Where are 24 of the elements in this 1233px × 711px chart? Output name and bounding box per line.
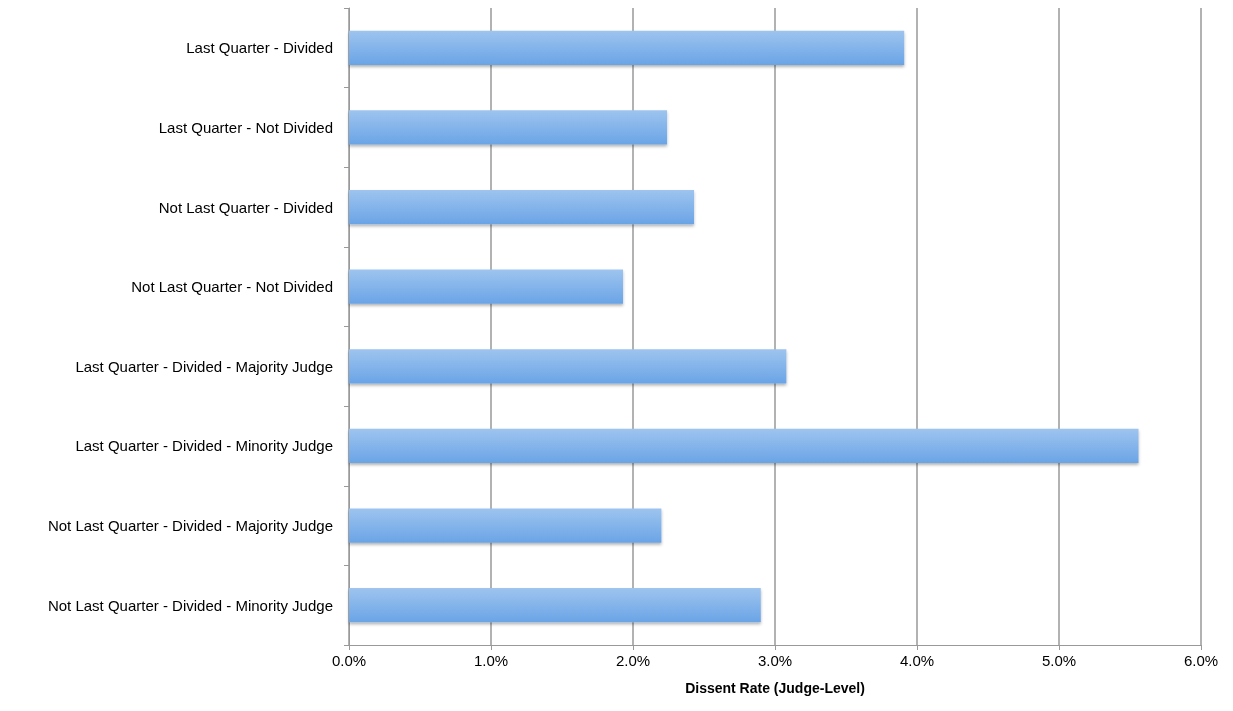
x-tick-label: 5.0% — [1041, 652, 1077, 669]
bar — [349, 30, 905, 65]
bar — [349, 269, 624, 304]
x-tick-label: 2.0% — [615, 652, 651, 669]
y-tick-label: Not Last Quarter - Divided - Minority Judge — [47, 596, 333, 614]
x-tick-label: 4.0% — [899, 652, 935, 669]
bar — [349, 508, 662, 543]
x-tick-label: 3.0% — [757, 652, 793, 669]
bar — [349, 110, 668, 145]
y-tick-label: Last Quarter - Not Divided — [158, 118, 333, 136]
y-tick-label: Last Quarter - Divided - Minority Judge — [75, 437, 333, 455]
bar — [349, 588, 761, 623]
x-axis-title: Dissent Rate (Judge-Level) — [685, 680, 865, 696]
x-tick-label: 1.0% — [473, 652, 509, 669]
y-tick-label: Last Quarter - Divided — [186, 39, 333, 57]
y-tick-label: Not Last Quarter - Divided - Majority Judge — [47, 517, 333, 535]
bar — [349, 428, 1139, 464]
y-tick-label: Last Quarter - Divided - Majority Judge — [75, 357, 333, 375]
x-tick-label: 6.0% — [1183, 652, 1219, 669]
x-tick-label: 0.0% — [331, 652, 367, 669]
y-tick-label: Not Last Quarter - Not Divided — [131, 278, 333, 296]
bar — [349, 189, 695, 225]
y-tick-label: Not Last Quarter - Divided — [158, 198, 333, 216]
bar — [349, 349, 787, 384]
